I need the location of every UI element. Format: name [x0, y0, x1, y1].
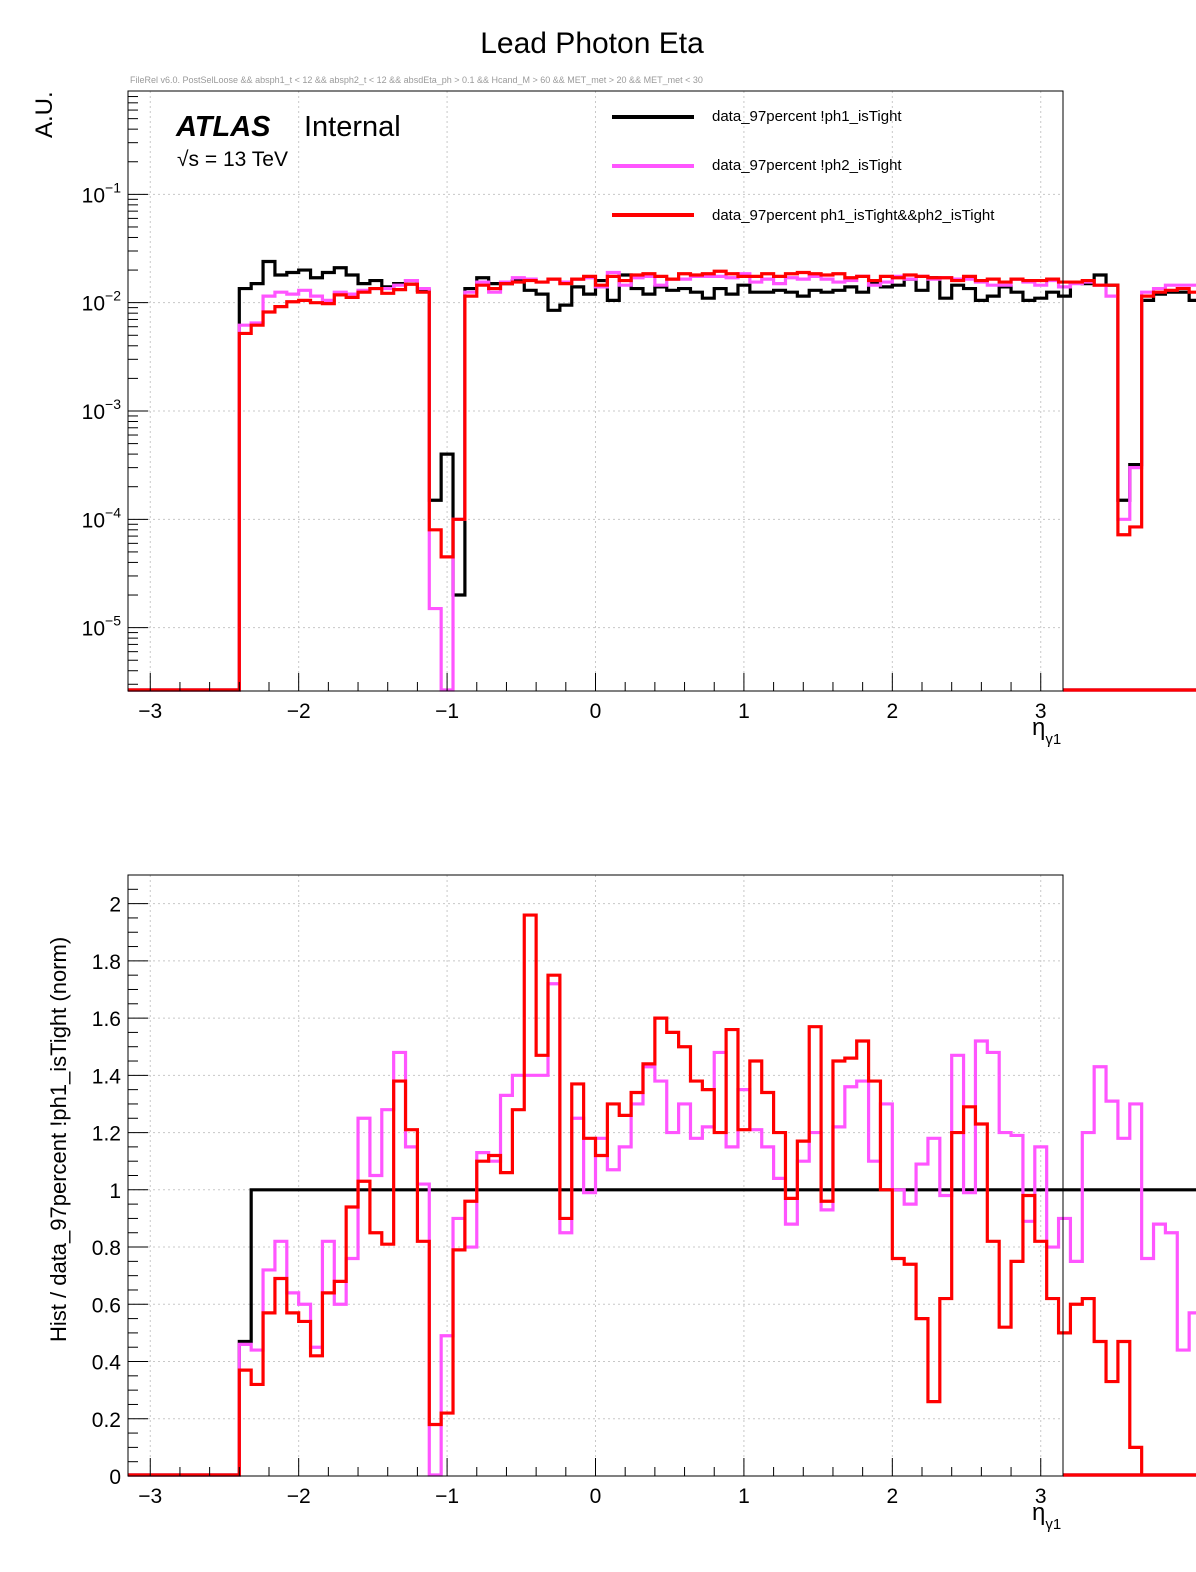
y-tick-label: 10−2 — [82, 288, 122, 316]
x-tick-label: 2 — [886, 1485, 898, 1508]
legend-label-black: data_97percent !ph1_isTight — [712, 108, 902, 125]
x-tick-label: −2 — [287, 700, 311, 723]
y-tick-label: 0 — [109, 1466, 121, 1489]
x-tick-label: −3 — [138, 1485, 162, 1508]
bottom-x-axis-label-eta: η — [1032, 1499, 1045, 1526]
x-tick-label: −1 — [435, 700, 459, 723]
y-tick-label: 10−3 — [82, 396, 122, 424]
y-tick-label: 0.2 — [92, 1409, 121, 1432]
top-grid — [128, 91, 1063, 691]
atlas-label: ATLAS — [175, 111, 271, 143]
top-y-ticks: 10−5 10−4 10−3 10−2 10−1 — [82, 179, 148, 641]
legend-label-red: data_97percent ph1_isTight&&ph2_isTight — [712, 207, 995, 224]
bottom-y-ticks: 0 0.2 0.4 0.6 0.8 1 1.2 1.4 1.6 1.8 2 — [92, 894, 148, 1489]
bottom-x-ticks: −3 −2 −1 0 1 2 3 — [138, 1458, 1047, 1508]
top-series-group — [128, 259, 1196, 692]
bottom-grid — [128, 875, 1063, 1477]
series-line-0 — [128, 259, 1196, 692]
top-y-minor-ticks — [128, 90, 138, 685]
x-tick-label: 3 — [1035, 700, 1047, 723]
x-tick-label: 3 — [1035, 1485, 1047, 1508]
top-x-axis-label: ηγ1 — [1032, 714, 1061, 748]
x-tick-label: 2 — [886, 700, 898, 723]
series-line-2 — [128, 269, 1196, 692]
x-tick-label: 1 — [738, 1485, 750, 1508]
series-line-1 — [128, 270, 1196, 692]
energy-label: √s = 13 TeV — [177, 148, 288, 171]
top-x-axis-label-eta: η — [1032, 714, 1045, 741]
bottom-series-group — [128, 913, 1196, 1477]
legend-entry-black: data_97percent !ph1_isTight — [612, 108, 902, 125]
x-tick-label: −3 — [138, 700, 162, 723]
atlas-status: Internal — [304, 111, 401, 143]
top-x-axis-label-sub: γ1 — [1045, 731, 1061, 748]
y-tick-label: 1.2 — [92, 1123, 121, 1146]
x-tick-label: 0 — [590, 700, 602, 723]
y-tick-label: 10−5 — [82, 613, 122, 641]
legend-label-magenta: data_97percent !ph2_isTight — [712, 157, 902, 174]
legend: data_97percent !ph1_isTight data_97perce… — [612, 108, 995, 224]
y-tick-label: 0.6 — [92, 1294, 121, 1317]
y-tick-label: 10−1 — [82, 179, 122, 207]
y-tick-label: 1 — [109, 1180, 121, 1203]
x-tick-label: −2 — [287, 1485, 311, 1508]
top-x-ticks: −3 −2 −1 0 1 2 3 — [138, 673, 1047, 723]
bottom-x-axis-label-sub: γ1 — [1045, 1516, 1061, 1533]
y-tick-label: 2 — [109, 894, 121, 917]
cut-string: FileRel v6.0. PostSelLoose && absph1_t <… — [130, 75, 703, 85]
x-tick-label: 1 — [738, 700, 750, 723]
top-panel: −3 −2 −1 0 1 2 3 10−5 10−4 10−3 10−2 10−1 A.U. ηγ1… — [31, 90, 1196, 748]
y-tick-label: 10−4 — [82, 504, 122, 532]
top-y-axis-label: A.U. — [31, 91, 58, 138]
bottom-x-axis-label: ηγ1 — [1032, 1499, 1061, 1533]
y-tick-label: 1.6 — [92, 1008, 121, 1031]
bottom-y-minor-ticks — [128, 874, 138, 1463]
y-tick-label: 1.4 — [92, 1065, 122, 1088]
figure-title: Lead Photon Eta — [480, 27, 704, 60]
series-line-2 — [128, 913, 1196, 1477]
y-tick-label: 0.4 — [92, 1352, 122, 1375]
y-tick-label: 1.8 — [92, 951, 121, 974]
legend-entry-magenta: data_97percent !ph2_isTight — [612, 157, 902, 174]
bottom-panel: −3 −2 −1 0 1 2 3 0 0.2 0.4 0.6 0.8 1 1.2 1.4 1.6 1.8 2 H… — [46, 874, 1196, 1533]
legend-entry-red: data_97percent ph1_isTight&&ph2_isTight — [612, 207, 995, 224]
y-tick-label: 0.8 — [92, 1237, 121, 1260]
x-tick-label: 0 — [590, 1485, 602, 1508]
bottom-y-axis-label: Hist / data_97percent !ph1_isTight (norm… — [46, 937, 71, 1342]
x-tick-label: −1 — [435, 1485, 459, 1508]
